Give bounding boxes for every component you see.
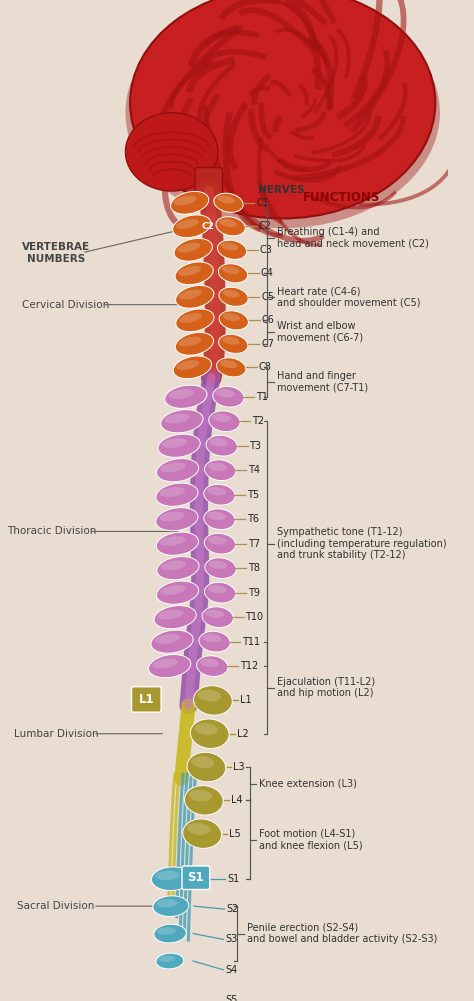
FancyBboxPatch shape	[182, 866, 210, 890]
Ellipse shape	[126, 0, 440, 228]
Ellipse shape	[151, 630, 193, 654]
Ellipse shape	[219, 219, 237, 227]
Ellipse shape	[205, 558, 236, 579]
Ellipse shape	[212, 413, 231, 422]
Ellipse shape	[183, 819, 221, 849]
Text: T2: T2	[252, 416, 264, 426]
Ellipse shape	[219, 287, 248, 306]
Ellipse shape	[207, 487, 226, 495]
Text: L4: L4	[231, 796, 242, 806]
Ellipse shape	[153, 896, 189, 917]
Ellipse shape	[221, 242, 238, 250]
Text: T12: T12	[240, 661, 258, 671]
Ellipse shape	[174, 238, 212, 261]
Text: S3: S3	[226, 935, 238, 945]
Text: Penile erection (S2-S4)
and bowel and bladder activity (S2-S3): Penile erection (S2-S4) and bowel and bl…	[246, 923, 437, 944]
Ellipse shape	[193, 686, 232, 715]
Ellipse shape	[160, 984, 174, 989]
Text: S5: S5	[225, 995, 238, 1001]
Ellipse shape	[187, 823, 210, 835]
Ellipse shape	[156, 582, 199, 605]
Ellipse shape	[178, 266, 201, 276]
Ellipse shape	[218, 240, 247, 259]
Text: Foot motion (L4-S1)
and knee flexion (L5): Foot motion (L4-S1) and knee flexion (L5…	[259, 829, 363, 850]
Ellipse shape	[219, 310, 248, 330]
Ellipse shape	[179, 313, 202, 323]
FancyBboxPatch shape	[131, 687, 161, 712]
Ellipse shape	[165, 385, 207, 408]
Ellipse shape	[216, 217, 245, 236]
Ellipse shape	[175, 262, 213, 284]
Text: L2: L2	[237, 729, 248, 739]
Text: Sacral Division: Sacral Division	[18, 901, 95, 911]
Ellipse shape	[126, 113, 218, 191]
Text: C2: C2	[258, 221, 271, 231]
Text: T8: T8	[248, 564, 260, 574]
Text: Breathing (C1-4) and
head and neck movement (C2): Breathing (C1-4) and head and neck movem…	[277, 227, 428, 249]
Text: L3: L3	[233, 762, 245, 772]
Ellipse shape	[156, 483, 198, 507]
Ellipse shape	[207, 512, 226, 520]
Ellipse shape	[208, 585, 227, 594]
Ellipse shape	[160, 462, 186, 472]
Text: Knee extension (L3): Knee extension (L3)	[259, 779, 357, 789]
Ellipse shape	[157, 927, 176, 935]
Ellipse shape	[161, 409, 203, 432]
Ellipse shape	[222, 336, 239, 344]
Text: Thoracic Division: Thoracic Division	[7, 527, 96, 537]
Text: Heart rate (C4-6)
and shoulder movement (C5): Heart rate (C4-6) and shoulder movement …	[277, 286, 420, 307]
Ellipse shape	[130, 0, 435, 218]
Ellipse shape	[156, 508, 198, 531]
Ellipse shape	[209, 410, 240, 431]
Ellipse shape	[204, 534, 236, 555]
Ellipse shape	[160, 487, 185, 496]
Ellipse shape	[222, 266, 239, 274]
Ellipse shape	[202, 607, 233, 628]
Text: S1: S1	[228, 874, 239, 884]
Ellipse shape	[208, 462, 227, 471]
Ellipse shape	[216, 389, 235, 397]
Ellipse shape	[213, 386, 244, 407]
Ellipse shape	[152, 659, 178, 669]
Text: T11: T11	[242, 637, 261, 647]
Text: C3: C3	[260, 245, 273, 255]
Ellipse shape	[162, 438, 187, 447]
Text: Sympathetic tone (T1-12)
(including temperature regulation)
and trunk stability : Sympathetic tone (T1-12) (including temp…	[276, 528, 446, 561]
Text: VERTEBRAE
NUMBERS: VERTEBRAE NUMBERS	[22, 242, 90, 263]
Ellipse shape	[208, 561, 227, 569]
Ellipse shape	[204, 583, 236, 603]
Ellipse shape	[219, 334, 248, 353]
Ellipse shape	[158, 434, 200, 457]
Ellipse shape	[177, 242, 200, 252]
Ellipse shape	[155, 871, 180, 880]
Ellipse shape	[191, 719, 229, 749]
Ellipse shape	[223, 313, 240, 321]
Ellipse shape	[160, 537, 185, 546]
Ellipse shape	[160, 586, 185, 595]
Text: C7: C7	[261, 339, 274, 348]
Ellipse shape	[189, 790, 212, 802]
Ellipse shape	[176, 360, 200, 370]
Ellipse shape	[173, 356, 211, 378]
Text: S4: S4	[225, 965, 237, 975]
Ellipse shape	[204, 484, 235, 506]
Ellipse shape	[148, 655, 191, 678]
Ellipse shape	[206, 435, 237, 456]
Text: Cervical Division: Cervical Division	[22, 299, 109, 309]
Ellipse shape	[157, 557, 199, 580]
Text: L5: L5	[229, 829, 241, 839]
Ellipse shape	[175, 332, 213, 355]
FancyBboxPatch shape	[195, 167, 223, 209]
Ellipse shape	[156, 899, 178, 908]
Text: Ejaculation (T11-L2)
and hip motion (L2): Ejaculation (T11-L2) and hip motion (L2)	[276, 677, 374, 699]
Ellipse shape	[179, 289, 202, 299]
Ellipse shape	[195, 723, 218, 735]
Ellipse shape	[158, 982, 182, 995]
Text: S2: S2	[227, 904, 239, 914]
Ellipse shape	[156, 953, 184, 969]
Text: FUNCTIONS: FUNCTIONS	[302, 191, 380, 204]
Ellipse shape	[175, 285, 214, 308]
Text: C1: C1	[256, 198, 269, 208]
Ellipse shape	[159, 956, 175, 962]
Ellipse shape	[208, 537, 227, 545]
